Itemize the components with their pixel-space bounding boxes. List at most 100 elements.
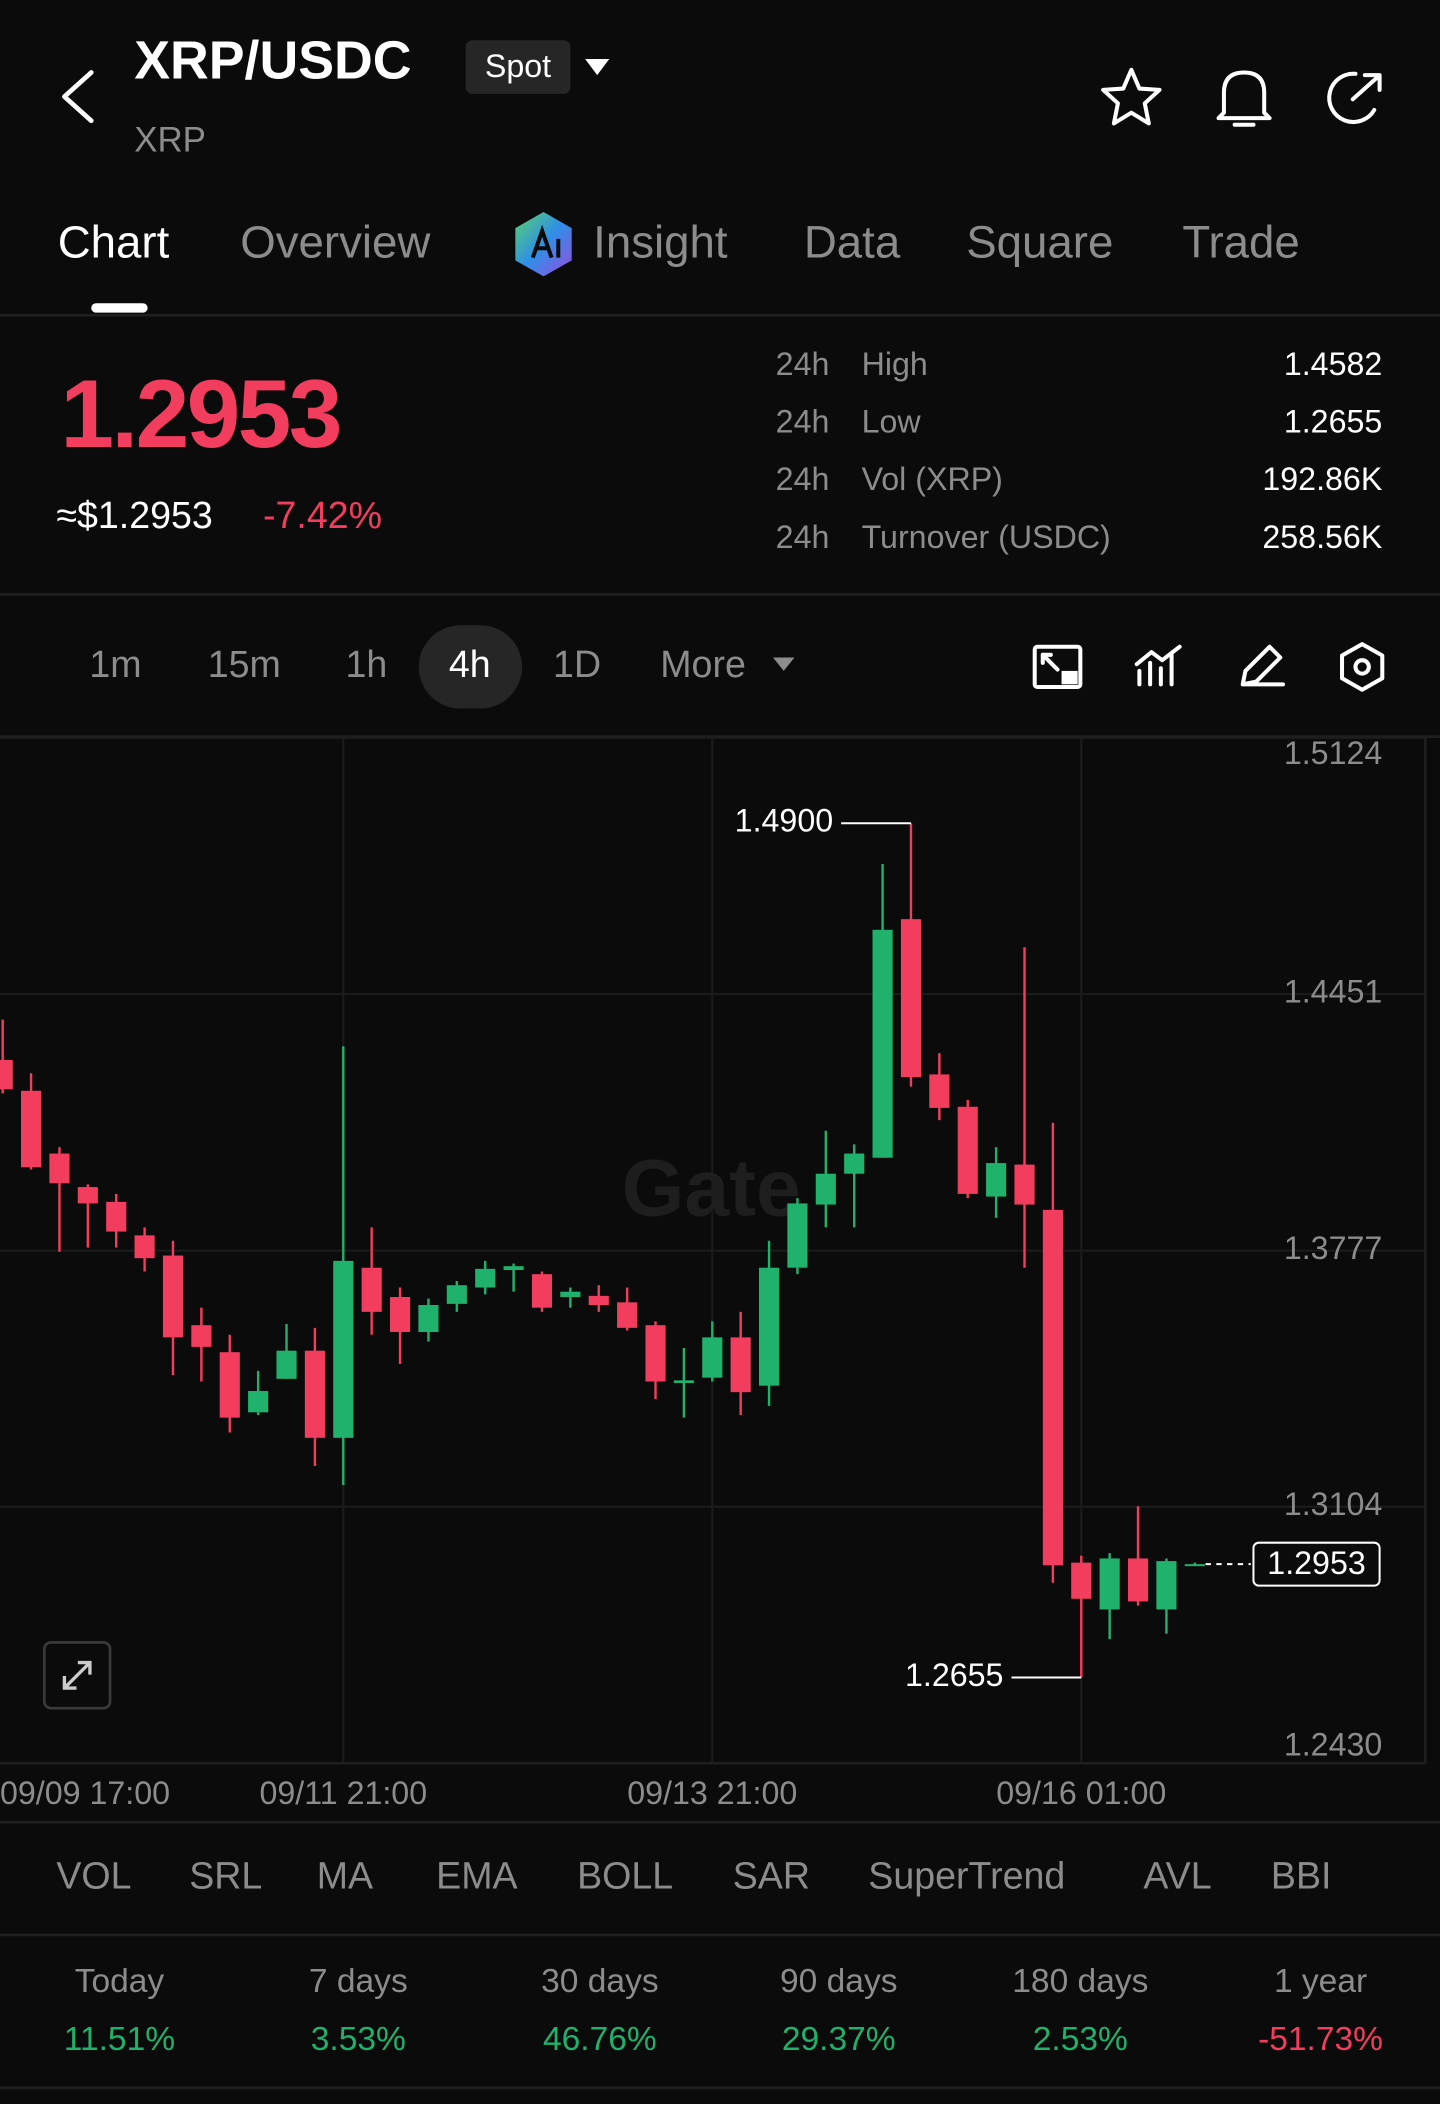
- icon-arrow: [1040, 652, 1060, 672]
- x-tick-label: 09/13 21:00: [627, 1775, 797, 1811]
- perf-change: 29.37%: [782, 2021, 896, 2058]
- stat-period: 24h: [776, 461, 830, 497]
- stat-value: 258.56K: [1262, 519, 1382, 555]
- timeframe[interactable]: 15m: [208, 643, 281, 685]
- indicator[interactable]: BOLL: [577, 1854, 673, 1896]
- insight-icon-glyph: [530, 224, 561, 259]
- perf-period: 180 days: [1012, 1963, 1148, 2000]
- candle-body: [1014, 1164, 1035, 1205]
- bell-body: [1216, 70, 1272, 121]
- perf-change: -51.73%: [1258, 2021, 1383, 2058]
- settings-icon[interactable]: [1340, 642, 1385, 692]
- timeframe-more[interactable]: More: [660, 643, 746, 685]
- price-change: -7.42%: [263, 494, 382, 536]
- candles: [0, 823, 1205, 1678]
- tab[interactable]: Overview: [240, 217, 431, 268]
- indicator[interactable]: AVL: [1143, 1854, 1211, 1896]
- candle-body: [1184, 1564, 1205, 1567]
- candle-body: [219, 1352, 240, 1418]
- insight-icon: [515, 212, 572, 277]
- indicator[interactable]: SAR: [733, 1854, 810, 1896]
- fullscreen-button[interactable]: [42, 1641, 112, 1710]
- tab[interactable]: Square: [966, 217, 1113, 268]
- share-icon[interactable]: [1327, 71, 1382, 124]
- gear-center: [1353, 658, 1371, 676]
- candle-body: [645, 1325, 666, 1382]
- candle-body: [1099, 1558, 1120, 1610]
- candle-body: [389, 1297, 411, 1333]
- market-badge: Spot: [485, 48, 551, 84]
- perf-change: 2.53%: [1033, 2021, 1128, 2058]
- indicator[interactable]: EMA: [436, 1854, 517, 1896]
- stat-value: 192.86K: [1262, 461, 1382, 497]
- timeframe[interactable]: 1h: [345, 643, 387, 685]
- stat-period: 24h: [776, 519, 830, 555]
- candle-body: [986, 1163, 1007, 1197]
- indicator[interactable]: SRL: [189, 1854, 262, 1896]
- candle-body: [446, 1285, 467, 1304]
- candle-body: [815, 1173, 836, 1205]
- back-button[interactable]: [62, 70, 94, 124]
- watermark: Gate: [622, 1144, 801, 1234]
- stat-label: Low: [862, 404, 922, 440]
- y-tick-label: 1.2430: [1284, 1727, 1382, 1763]
- y-tick-label: 1.3777: [1284, 1230, 1382, 1266]
- stat-label: Turnover (USDC): [862, 519, 1111, 555]
- indicator-icon[interactable]: [1134, 644, 1182, 687]
- badge-bg: [465, 40, 571, 94]
- candle-body: [617, 1302, 638, 1328]
- x-tick-label: 09/16 01:00: [996, 1775, 1166, 1811]
- candle-body: [418, 1305, 439, 1333]
- indicator[interactable]: SuperTrend: [868, 1854, 1065, 1896]
- stat-period: 24h: [776, 346, 830, 382]
- tab[interactable]: Data: [804, 217, 901, 268]
- icon-fill: [1061, 670, 1078, 685]
- timeframe[interactable]: 4h: [449, 643, 491, 685]
- draw-icon[interactable]: [1240, 644, 1285, 687]
- more-dropdown[interactable]: [773, 657, 795, 671]
- candle-body: [929, 1074, 950, 1108]
- perf-period: 7 days: [309, 1963, 408, 2000]
- timeframe-selected-bg: [418, 625, 523, 709]
- candle-body: [106, 1201, 127, 1232]
- indicator[interactable]: BBI: [1271, 1854, 1332, 1896]
- stat-period: 24h: [776, 404, 830, 440]
- tab[interactable]: Chart: [58, 217, 170, 268]
- tab[interactable]: Trade: [1182, 217, 1299, 268]
- tab-indicator: [91, 303, 148, 313]
- timeframe[interactable]: 1D: [553, 643, 601, 685]
- candle-body: [333, 1260, 354, 1438]
- candle-body: [702, 1337, 723, 1378]
- tab[interactable]: Insight: [593, 217, 728, 268]
- indicator[interactable]: MA: [317, 1854, 373, 1896]
- stat-value: 1.4582: [1284, 346, 1382, 382]
- y-tick-label: 1.5124: [1284, 735, 1382, 771]
- candle-body: [588, 1295, 609, 1306]
- share-arc: [1327, 71, 1377, 124]
- pair-dropdown[interactable]: [585, 59, 610, 76]
- candle-body: [304, 1350, 325, 1438]
- favorite-icon[interactable]: [1101, 67, 1162, 126]
- alert-icon[interactable]: [1216, 70, 1272, 127]
- perf-period: 90 days: [780, 1963, 897, 2000]
- candle-body: [844, 1153, 865, 1174]
- low-marker-label: 1.2655: [905, 1657, 1003, 1693]
- candle-body: [1127, 1558, 1149, 1602]
- x-tick-label: 09/11 21:00: [259, 1775, 427, 1811]
- stat-label: High: [862, 346, 928, 382]
- timeframe[interactable]: 1m: [89, 643, 141, 685]
- candle-body: [21, 1090, 42, 1168]
- candle-body: [361, 1267, 382, 1312]
- chart-type-icon[interactable]: [1032, 644, 1083, 690]
- candle-body: [77, 1187, 98, 1204]
- perf-change: 46.76%: [543, 2021, 657, 2058]
- indicator[interactable]: VOL: [56, 1854, 131, 1896]
- candle-body: [134, 1235, 155, 1259]
- stat-value: 1.2655: [1284, 404, 1382, 440]
- candle-body: [673, 1380, 694, 1384]
- pair-title: XRP/USDC: [134, 31, 411, 91]
- candle-body: [730, 1337, 751, 1393]
